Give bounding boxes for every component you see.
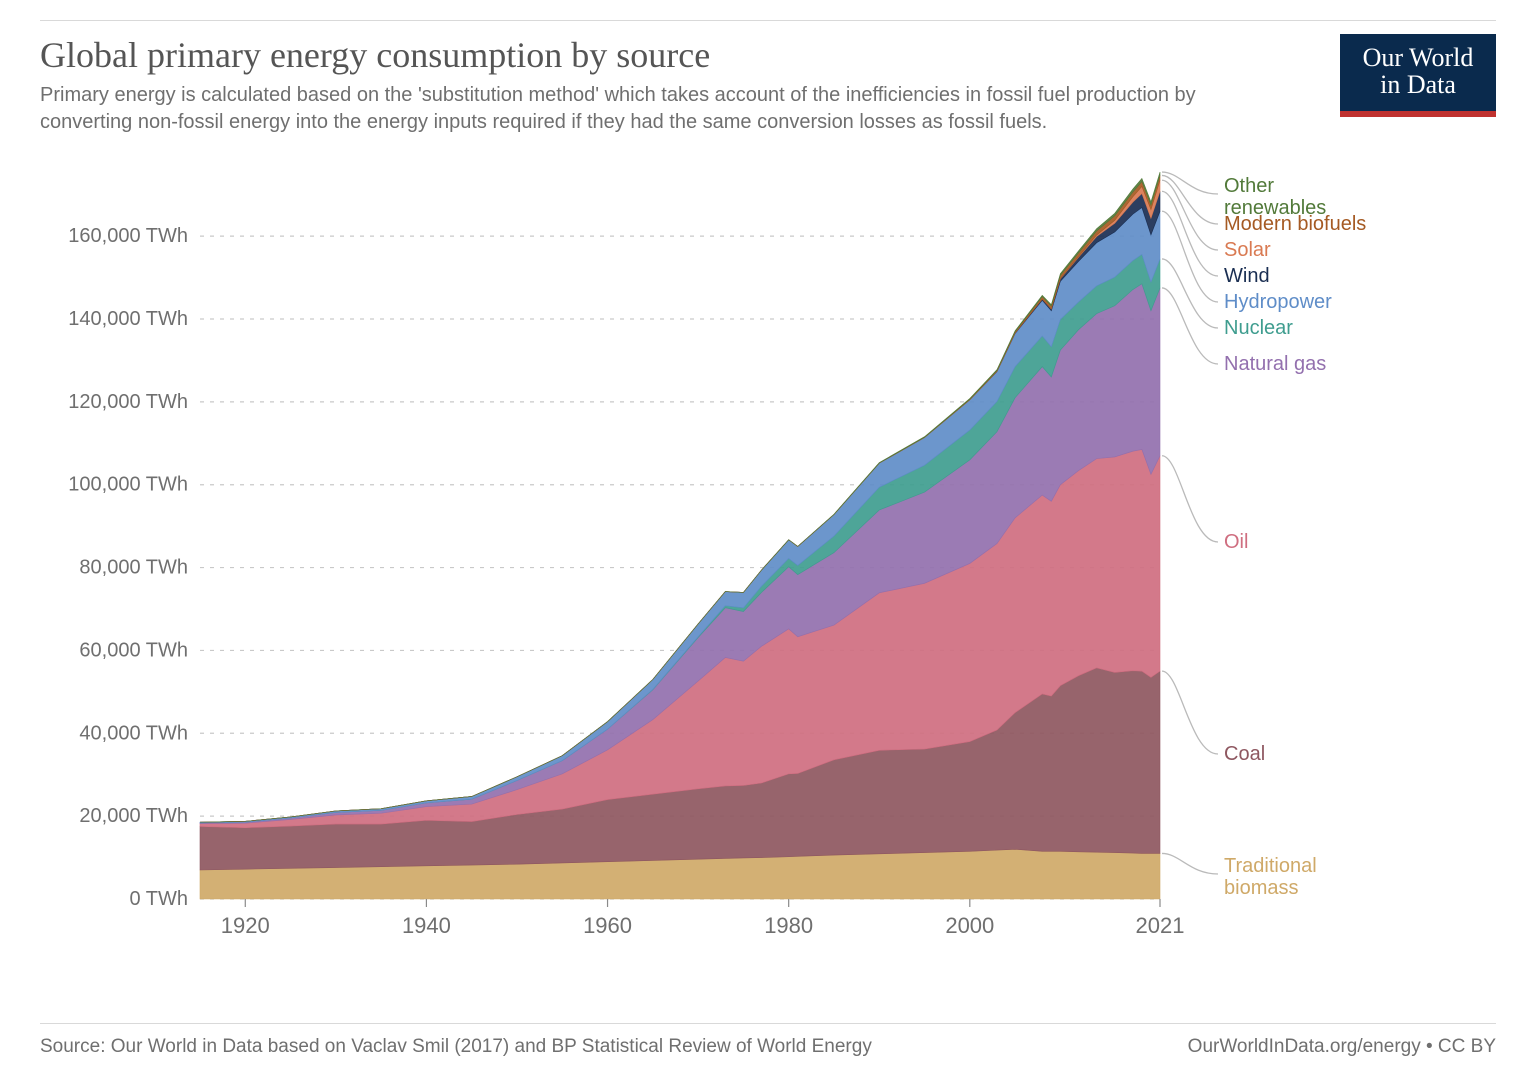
chart-subtitle: Primary energy is calculated based on th… <box>40 82 1200 136</box>
legend-label-natural_gas: Natural gas <box>1224 353 1326 375</box>
logo-line-1: Our World <box>1348 44 1488 71</box>
y-tick-label: 60,000 TWh <box>79 639 188 661</box>
owid-logo: Our World in Data <box>1340 34 1496 117</box>
legend-label-nuclear: Nuclear <box>1224 317 1293 339</box>
legend-label-wind: Wind <box>1224 265 1270 287</box>
logo-line-2: in Data <box>1348 71 1488 98</box>
legend-leader-traditional_biomass <box>1162 853 1218 874</box>
y-tick-label: 40,000 TWh <box>79 722 188 744</box>
attribution-text: OurWorldInData.org/energy • CC BY <box>1188 1036 1496 1058</box>
legend-label-oil: Oil <box>1224 531 1248 553</box>
x-tick-label: 1940 <box>402 913 451 938</box>
x-tick-label: 2021 <box>1136 913 1185 938</box>
legend-leader-hydropower <box>1162 211 1218 302</box>
legend-leader-solar <box>1162 180 1218 250</box>
legend-leader-modern_biofuels <box>1162 175 1218 224</box>
stacked-area-chart: 0 TWh 20,000 TWh 40,000 TWh 60,000 TWh 80,00… <box>40 154 1496 954</box>
legend-leader-other_renewables <box>1162 172 1218 194</box>
source-text: Source: Our World in Data based on Vacla… <box>40 1036 872 1058</box>
legend-label-coal: Coal <box>1224 743 1265 765</box>
x-tick-label: 1960 <box>583 913 632 938</box>
legend-label-traditional_biomass: Traditionalbiomass <box>1224 855 1317 899</box>
y-tick-label: 80,000 TWh <box>79 557 188 579</box>
x-tick-label: 1920 <box>221 913 270 938</box>
y-tick-label: 120,000 TWh <box>68 391 188 413</box>
legend-label-solar: Solar <box>1224 239 1271 261</box>
y-tick-label: 20,000 TWh <box>79 805 188 827</box>
y-tick-label: 140,000 TWh <box>68 308 188 330</box>
legend-leader-oil <box>1162 456 1218 542</box>
y-tick-label: 0 TWh <box>129 888 188 910</box>
y-tick-label: 160,000 TWh <box>68 225 188 247</box>
header: Global primary energy consumption by sou… <box>40 34 1496 136</box>
legend-leader-coal <box>1162 671 1218 754</box>
x-tick-label: 1980 <box>764 913 813 938</box>
footer: Source: Our World in Data based on Vacla… <box>40 1023 1496 1058</box>
legend-label-hydropower: Hydropower <box>1224 291 1332 313</box>
chart-title: Global primary energy consumption by sou… <box>40 34 1316 76</box>
legend-label-modern_biofuels: Modern biofuels <box>1224 213 1366 235</box>
x-tick-label: 2000 <box>945 913 994 938</box>
y-tick-label: 100,000 TWh <box>68 474 188 496</box>
top-border-rule <box>40 20 1496 21</box>
